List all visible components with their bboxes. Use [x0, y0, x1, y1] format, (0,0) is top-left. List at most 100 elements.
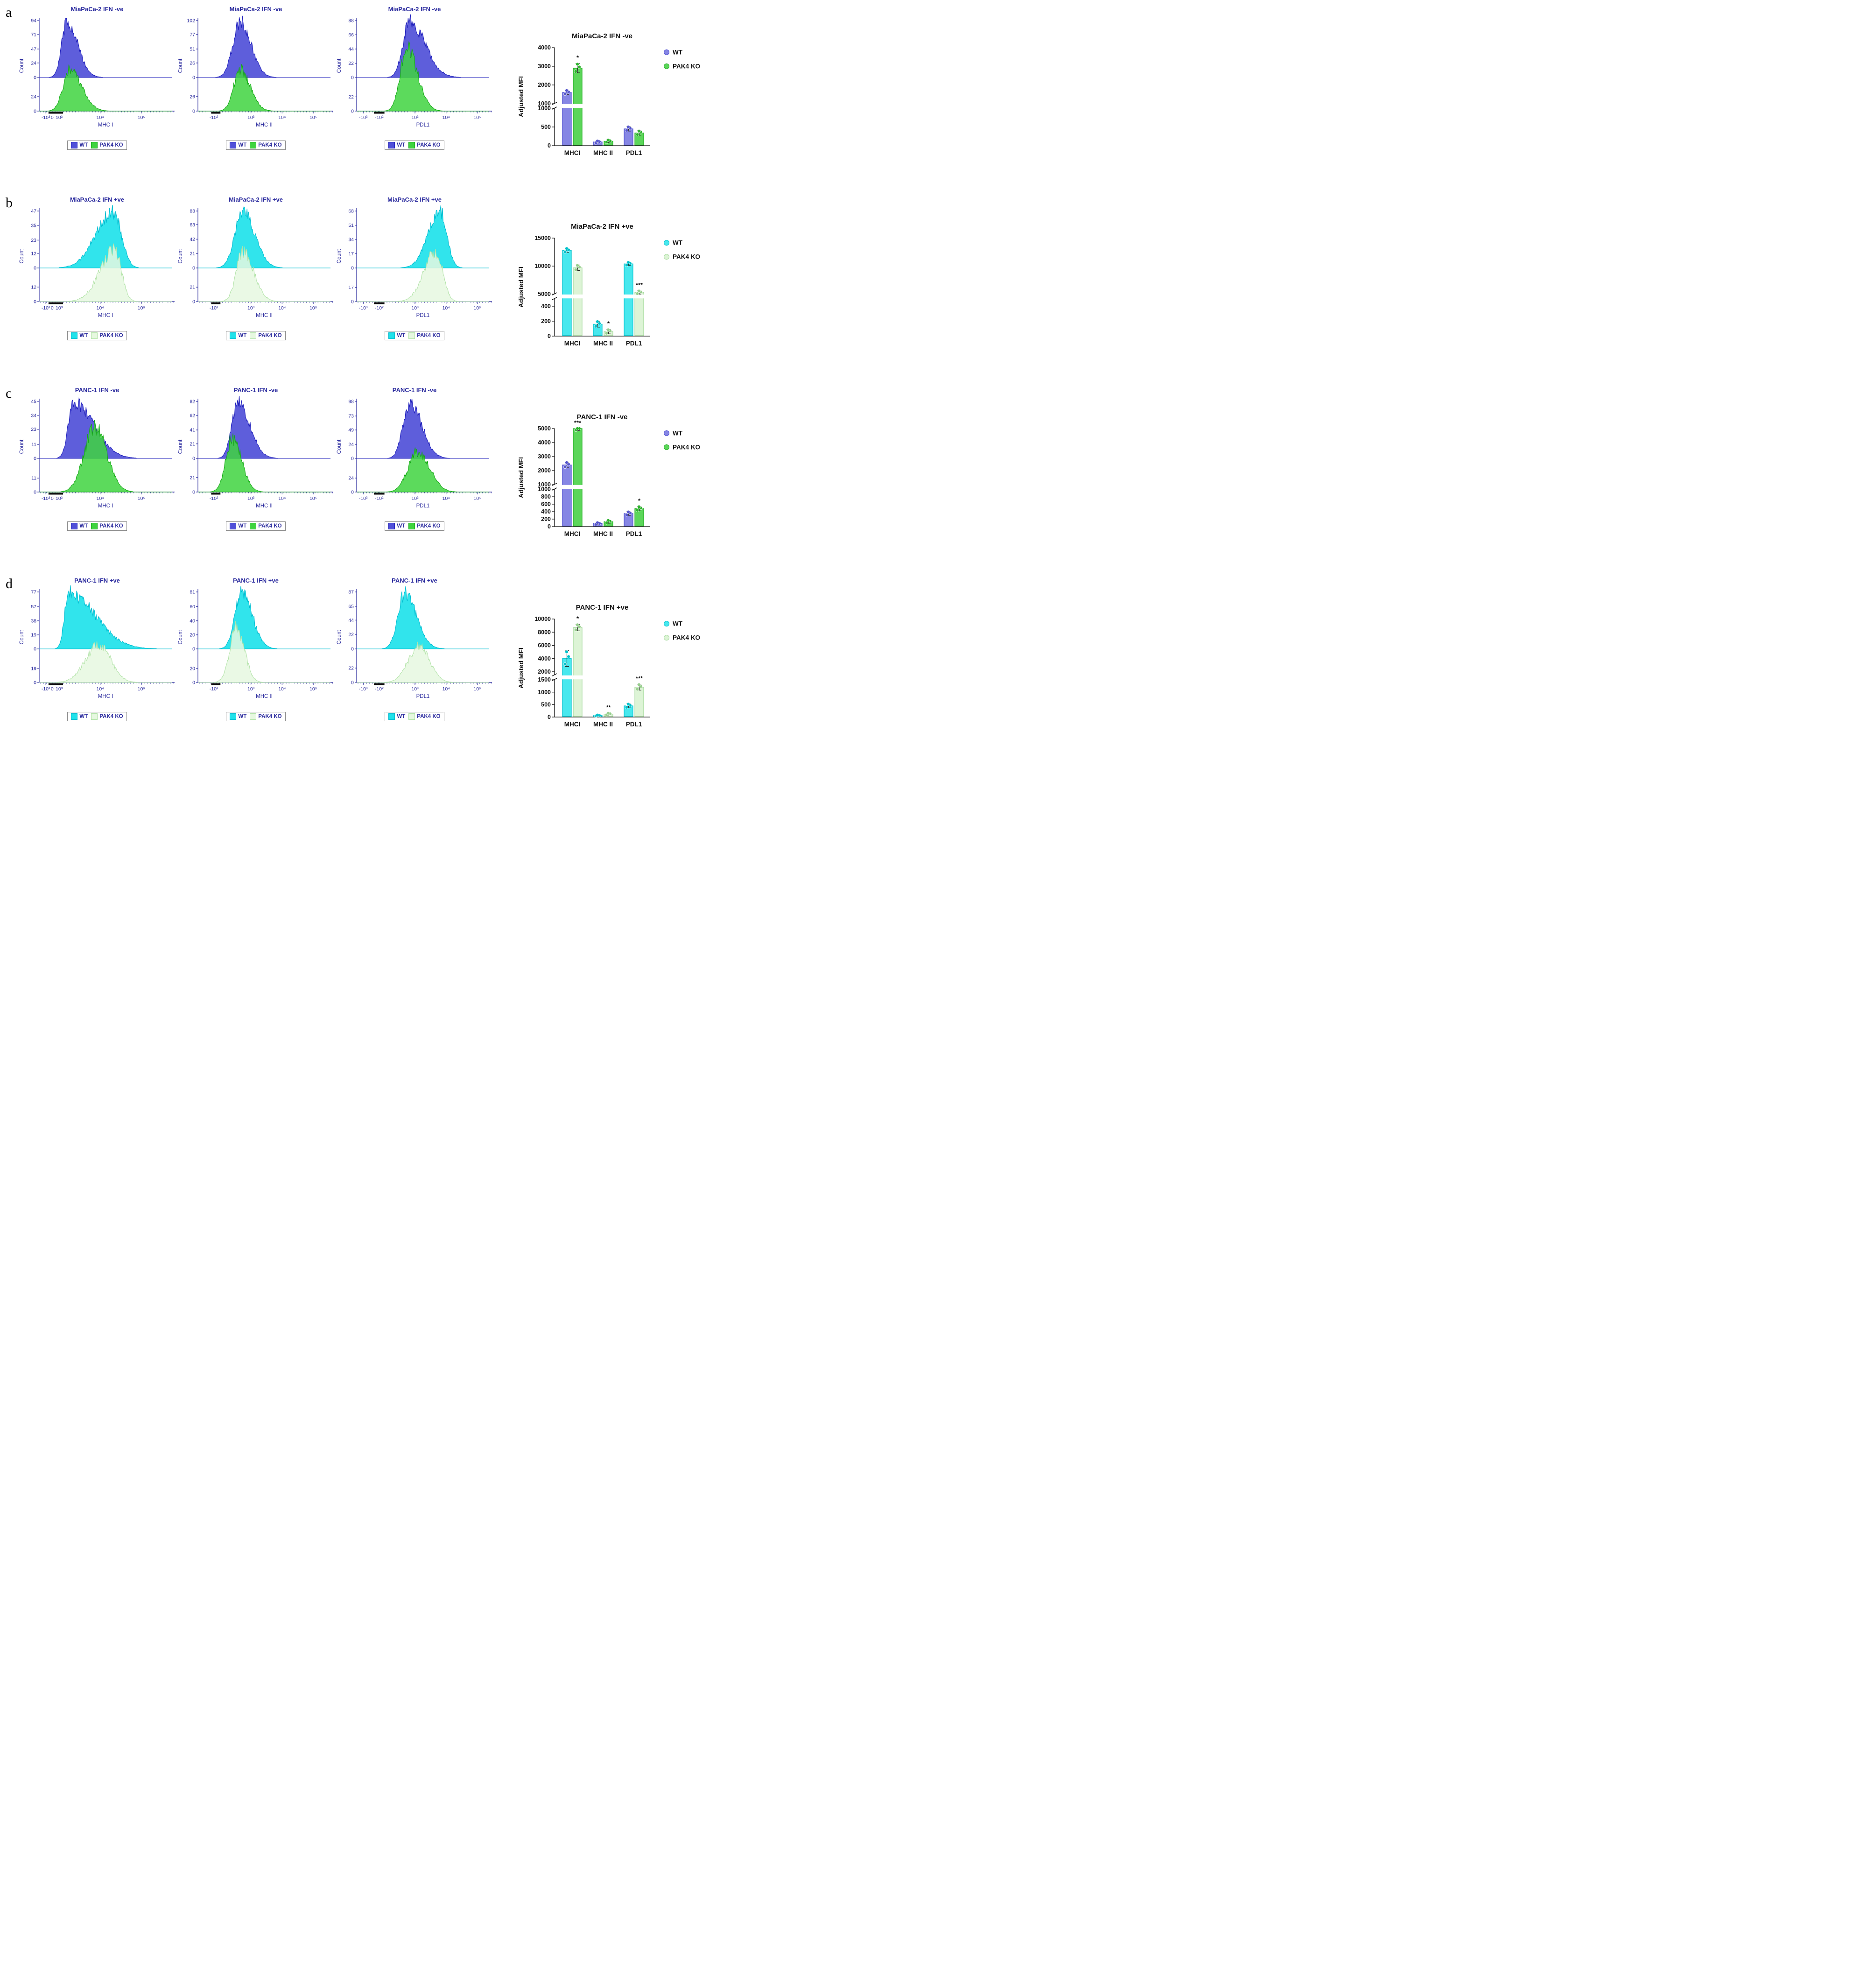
y-tick-label: 0 [351, 299, 354, 305]
significance-stars: *** [636, 675, 643, 682]
histogram-plot: 88 66 44 22 0 22 0 -10³ -10² 10³ 10⁴ 10⁵ Count PDL1 [337, 14, 492, 128]
ko-legend-swatch [91, 332, 98, 339]
gate-marker [48, 112, 63, 114]
y-tick-label: 51 [190, 47, 195, 52]
y-tick-label: 0 [34, 456, 36, 462]
gate-marker [373, 112, 385, 114]
category-label: PDL1 [626, 721, 642, 728]
y-tick-label: 5000 [538, 291, 551, 297]
wt-legend-label: WT [238, 142, 247, 148]
y-tick-label: 0 [34, 490, 36, 495]
histogram-c-mhc-ii: PANC-1 IFN -ve 82 62 41 21 0 21 0 -10² 10³ 10⁴ 10⁵ C… [176, 387, 335, 531]
x-tick-label: -10³ [359, 686, 368, 692]
legend-dot-ko [664, 444, 669, 450]
y-tick-label: 800 [541, 493, 551, 500]
y-tick-label: 400 [541, 508, 551, 515]
ko-histogram-curve [198, 620, 330, 683]
data-point-dot [604, 331, 609, 335]
legend-dot-wt [664, 240, 669, 246]
y-tick-label: 0 [192, 456, 195, 462]
histogram-title: PANC-1 IFN +ve [392, 577, 437, 584]
y-tick-label: 94 [31, 18, 36, 24]
y-tick-label: 1000 [538, 105, 551, 112]
data-point-dot [577, 65, 581, 69]
figure-root: a MiaPaCa-2 IFN -ve 94 71 47 24 0 24 0 -10³ 0 10³ 10… [0, 0, 729, 779]
gate-marker [373, 302, 385, 304]
bar-chart-plot: PANC-1 IFN -ve02004006008001000100020003… [517, 413, 700, 537]
ko-legend-swatch [91, 713, 98, 720]
data-point-dot [596, 320, 599, 324]
y-tick-label: 3000 [538, 453, 551, 460]
data-point-dot [637, 129, 641, 133]
bar-chart-d: PANC-1 IFN +ve 0 500 1000 1500 2000 4000 6000 80… [494, 577, 713, 741]
data-point-dot [596, 521, 599, 525]
data-point-dot [625, 705, 629, 709]
data-point-dot [635, 133, 639, 136]
wt-legend-label: WT [238, 714, 247, 719]
ko-legend-label: PAK4 KO [99, 714, 123, 719]
wt-legend-swatch [71, 713, 78, 720]
y-tick-label: 500 [541, 702, 551, 708]
ko-legend-swatch [408, 332, 415, 339]
panel-label-c: c [6, 386, 12, 401]
histogram-d-mhc-i: PANC-1 IFN +ve 77 57 38 19 0 19 0 -10³ 0 10³ 10⁴ 10⁵… [18, 577, 176, 721]
data-point-dot [637, 289, 641, 293]
data-point-dot [574, 268, 578, 272]
x-axis-title: MHC II [256, 694, 273, 699]
data-point-dot [563, 92, 567, 96]
category-label: MHCI [564, 530, 581, 537]
wt-legend-label: WT [397, 333, 406, 338]
y-tick-label: 11 [31, 476, 36, 481]
y-tick-label: 42 [190, 237, 195, 242]
y-tick-label: 51 [348, 223, 354, 228]
ko-legend-label: PAK4 KO [417, 333, 441, 338]
x-tick-label: 10⁴ [443, 115, 450, 120]
histogram-a-mhc-i: MiaPaCa-2 IFN -ve 94 71 47 24 0 24 0 -10³ 0 10³ 10⁴… [18, 6, 176, 150]
data-point-dot [576, 427, 579, 430]
significance-stars: * [576, 54, 579, 61]
ko-legend-label: PAK4 KO [258, 523, 282, 529]
histogram-title: MiaPaCa-2 IFN +ve [229, 196, 283, 203]
legend-label: WT [673, 430, 683, 437]
y-tick-label: 19 [31, 632, 36, 638]
x-axis-title: PDL1 [416, 313, 430, 318]
y-tick-label: 1500 [538, 676, 551, 683]
ko-legend-label: PAK4 KO [417, 142, 441, 148]
category-label: MHCI [564, 721, 581, 728]
x-tick-label: -10³ [359, 496, 368, 501]
significance-stars: *** [636, 281, 643, 288]
x-tick-label: -10³ [359, 115, 368, 120]
histogram-legend: WT PAK4 KO [226, 141, 286, 150]
wt-histogram-curve [357, 205, 489, 268]
x-tick-label: 10⁵ [138, 496, 145, 501]
data-point-dot [626, 702, 630, 706]
x-tick-label: 10⁴ [278, 686, 286, 692]
wt-legend-label: WT [238, 333, 247, 338]
wt-legend-swatch [388, 713, 395, 720]
y-axis-title: Count [19, 58, 25, 73]
axis-break-band [555, 104, 654, 108]
histogram-legend: WT PAK4 KO [226, 712, 286, 721]
x-tick-label: 10³ [56, 686, 63, 692]
y-tick-label: 0 [192, 109, 195, 114]
data-point-dot [625, 263, 629, 267]
x-axis-title: MHC II [256, 503, 273, 509]
x-tick-label: -10³ [42, 115, 50, 120]
y-tick-label: 26 [190, 94, 195, 99]
x-tick-label: 10⁵ [309, 686, 317, 692]
y-tick-label: 22 [348, 666, 354, 671]
y-axis-title: Count [337, 630, 342, 644]
x-tick-label: 0 [51, 686, 54, 692]
ko-histogram-curve [357, 447, 489, 492]
y-axis-title: Count [178, 439, 183, 454]
legend-label: WT [673, 239, 683, 246]
wt-legend-label: WT [397, 142, 406, 148]
histogram-b-mhc-ii: MiaPaCa-2 IFN +ve 83 63 42 21 0 21 0 -10² 10³ 10⁴ 1… [176, 196, 335, 340]
x-tick-label: 0 [51, 305, 54, 311]
y-tick-label: 4000 [538, 44, 551, 51]
wt-histogram-curve [198, 206, 330, 268]
histogram-d-mhc-ii: PANC-1 IFN +ve 81 60 40 20 0 20 0 -10² 10³ 10⁴ 10⁵ C… [176, 577, 335, 721]
histogram-title: MiaPaCa-2 IFN +ve [70, 196, 124, 203]
data-point-dot [576, 62, 579, 66]
y-tick-label: 0 [34, 75, 36, 81]
